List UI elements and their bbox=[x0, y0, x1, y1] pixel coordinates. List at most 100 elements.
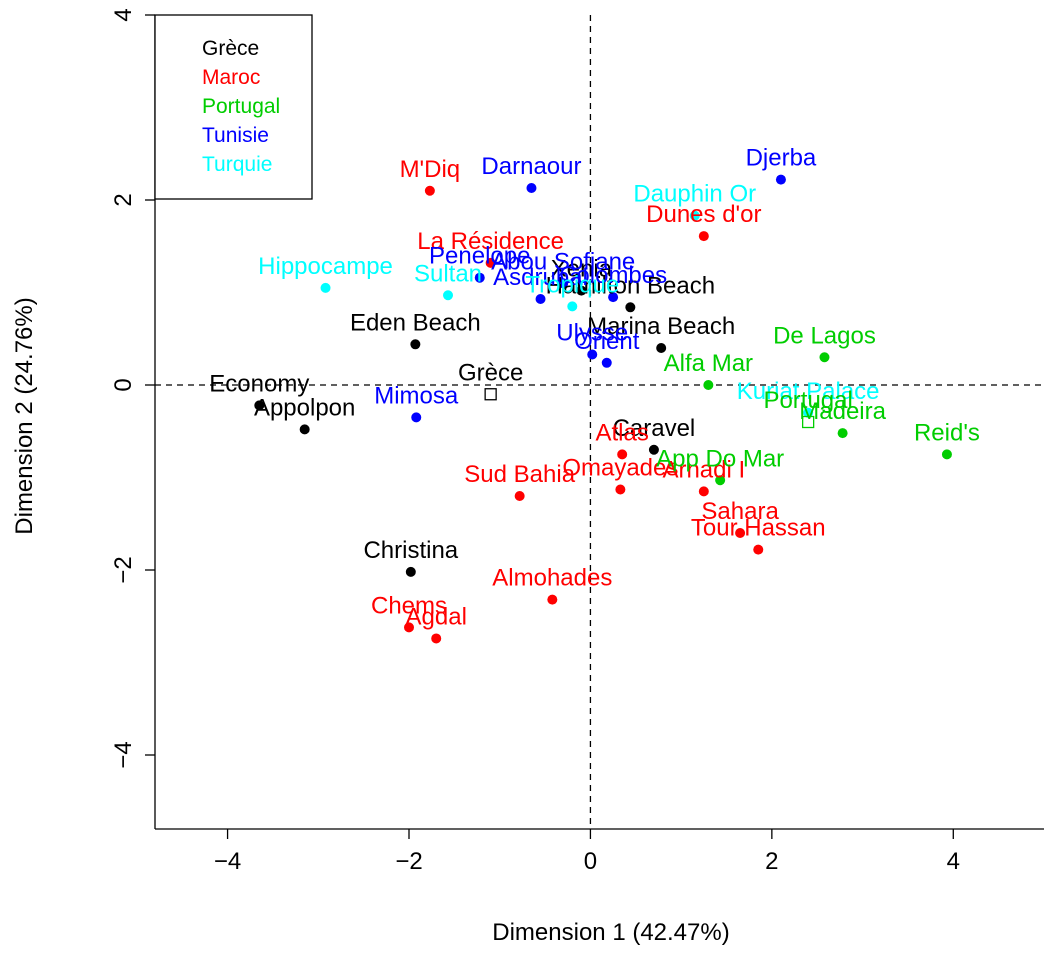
data-point bbox=[587, 349, 598, 360]
legend: Grèce Maroc Portugal Tunisie Turquie bbox=[154, 14, 313, 200]
data-point bbox=[703, 380, 714, 390]
centroid-marker bbox=[801, 415, 815, 429]
legend-entry: Turquie bbox=[202, 153, 272, 176]
point-label: Omayades bbox=[562, 455, 678, 482]
point-label: Xenia bbox=[551, 256, 613, 283]
point-label: Arnadi I bbox=[662, 456, 745, 483]
data-point bbox=[443, 290, 454, 301]
data-point bbox=[775, 174, 786, 185]
point-label: Appolpon bbox=[254, 394, 355, 421]
data-point bbox=[698, 231, 709, 242]
data-point bbox=[617, 449, 628, 460]
data-point bbox=[567, 301, 578, 312]
data-point bbox=[819, 352, 830, 363]
x-tick-label: 2 bbox=[765, 848, 778, 875]
point-label: M'Diq bbox=[400, 156, 461, 183]
point-label: Alfa Mar bbox=[664, 350, 753, 377]
legend-entry: Maroc bbox=[202, 66, 260, 89]
y-tick-label: 0 bbox=[110, 378, 137, 391]
legend-entry: Portugal bbox=[202, 95, 280, 118]
data-point bbox=[837, 428, 848, 439]
point-label: Chems bbox=[371, 592, 447, 619]
data-point bbox=[601, 357, 612, 368]
data-point bbox=[608, 292, 619, 303]
point-label: Tropique bbox=[525, 271, 619, 298]
reference-lines bbox=[155, 15, 1044, 829]
data-point bbox=[689, 210, 700, 221]
x-tick-label: −4 bbox=[214, 848, 241, 875]
data-points bbox=[254, 174, 952, 644]
data-point bbox=[656, 343, 667, 353]
point-label: Eden Beach bbox=[350, 309, 481, 336]
point-label: Caravel bbox=[613, 415, 696, 442]
point-label: Darnaour bbox=[481, 153, 581, 180]
data-point bbox=[576, 285, 587, 296]
legend-entry: Tunisie bbox=[202, 124, 269, 147]
data-point bbox=[424, 185, 435, 196]
y-axis-label: Dimension 2 (24.76%) bbox=[11, 297, 38, 534]
point-label: Dauphin Or bbox=[633, 181, 756, 208]
y-tick-label: −4 bbox=[110, 741, 137, 768]
point-label: Sahara bbox=[701, 498, 779, 525]
data-point bbox=[404, 622, 414, 633]
data-point bbox=[535, 293, 546, 304]
data-point bbox=[753, 544, 764, 555]
x-axis-label: Dimension 1 (42.47%) bbox=[492, 919, 729, 946]
y-tick-label: 4 bbox=[110, 8, 137, 21]
data-point bbox=[405, 566, 416, 577]
point-label: Grèce bbox=[458, 359, 523, 386]
point-label: Agdal bbox=[406, 603, 467, 630]
data-point bbox=[320, 282, 331, 293]
x-tick-label: 4 bbox=[947, 848, 960, 875]
legend-box bbox=[154, 14, 313, 200]
point-label: Portugal bbox=[763, 387, 852, 414]
data-point bbox=[514, 491, 525, 501]
point-label: La Résidence bbox=[417, 228, 564, 255]
data-point bbox=[410, 339, 421, 350]
data-point bbox=[254, 400, 265, 411]
point-label: Reid's bbox=[914, 419, 980, 446]
x-tick-label: −2 bbox=[395, 848, 422, 875]
point-label: Madeira bbox=[799, 398, 886, 425]
point-label: Orient bbox=[574, 328, 640, 355]
data-point bbox=[803, 407, 814, 418]
point-label: Ulysse bbox=[556, 319, 628, 346]
data-point bbox=[941, 449, 952, 460]
point-label: Kuriat Palace bbox=[737, 378, 880, 405]
point-label: Mimosa bbox=[374, 382, 459, 409]
point-label: Almohades bbox=[492, 565, 612, 592]
data-point bbox=[625, 302, 636, 313]
point-label: Dunes d'or bbox=[646, 201, 761, 228]
point-label: De Lagos bbox=[773, 322, 876, 349]
data-point bbox=[698, 486, 709, 497]
x-tick-label: 0 bbox=[584, 848, 597, 875]
data-point bbox=[299, 424, 310, 435]
point-label: Abou Sofiane bbox=[491, 248, 635, 275]
data-point bbox=[615, 484, 626, 495]
data-point bbox=[558, 278, 569, 289]
point-label: Sultan bbox=[414, 260, 482, 287]
data-point bbox=[485, 257, 496, 268]
data-point bbox=[648, 444, 659, 455]
point-label: App Do Mar bbox=[656, 445, 784, 472]
y-tick-label: 2 bbox=[110, 193, 137, 206]
point-label: Asdrubal bbox=[493, 264, 588, 291]
point-label: Penelope bbox=[429, 243, 530, 270]
centroid-marker bbox=[484, 388, 497, 401]
data-point bbox=[474, 272, 485, 283]
point-label: Hippocampe bbox=[258, 253, 393, 280]
data-point bbox=[547, 594, 558, 605]
data-point bbox=[715, 475, 726, 486]
data-point bbox=[431, 633, 442, 644]
point-label: Economy bbox=[209, 370, 309, 397]
point-label: Hamilton Beach bbox=[546, 272, 715, 299]
data-point bbox=[526, 182, 537, 193]
data-point bbox=[411, 412, 422, 423]
point-label: Sud Bahia bbox=[464, 461, 575, 488]
point-label: Atlas bbox=[595, 419, 648, 446]
point-label: Tour Hassan bbox=[691, 515, 826, 542]
y-tick-label: −2 bbox=[110, 556, 137, 583]
point-label: Christina bbox=[363, 537, 458, 564]
point-label: Djerba bbox=[746, 145, 817, 172]
